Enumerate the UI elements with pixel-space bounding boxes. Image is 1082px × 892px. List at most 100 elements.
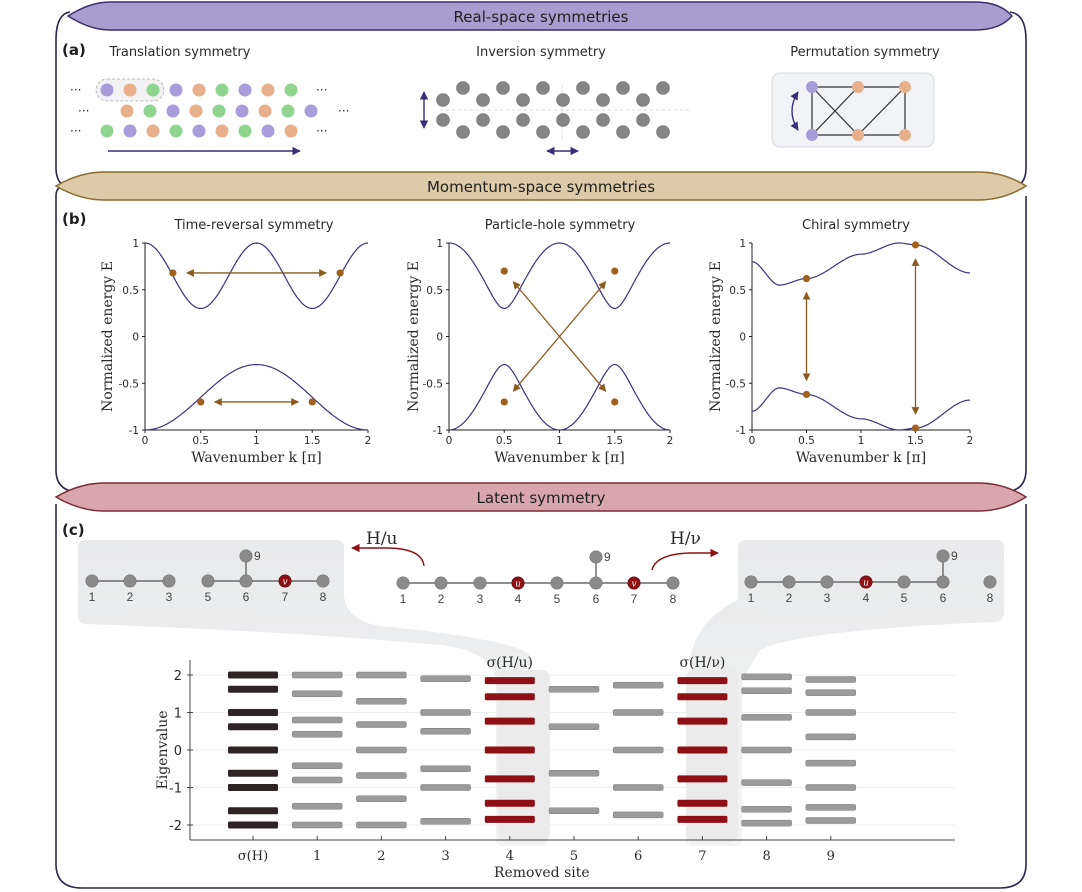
eigenvalue-level bbox=[677, 693, 728, 701]
eigenvalue-level bbox=[677, 799, 728, 807]
site bbox=[596, 93, 610, 107]
graph-node bbox=[316, 574, 330, 588]
x-tick-label: 1.5 bbox=[304, 435, 321, 447]
lattice-site bbox=[215, 124, 229, 138]
site bbox=[456, 81, 470, 95]
y-tick-label: -0.5 bbox=[423, 378, 444, 390]
eigenvalue-level bbox=[677, 717, 728, 725]
x-tick-label: 1.5 bbox=[606, 435, 623, 447]
lattice-site bbox=[238, 124, 252, 138]
graph-node bbox=[983, 575, 997, 589]
lattice-site bbox=[258, 104, 272, 118]
graph-node bbox=[239, 574, 253, 588]
panel-label-c: (c) bbox=[62, 521, 85, 539]
graph-node bbox=[434, 576, 448, 590]
state-marker bbox=[802, 274, 811, 283]
node-orange bbox=[852, 81, 864, 93]
subtitle-translation: Translation symmetry bbox=[109, 45, 251, 60]
permutation-graph bbox=[771, 72, 935, 148]
graph-node bbox=[162, 574, 176, 588]
node-orange bbox=[899, 129, 911, 141]
lattice-site bbox=[169, 124, 183, 138]
node-label: 9 bbox=[604, 550, 611, 564]
site bbox=[496, 81, 510, 95]
node-purple bbox=[806, 129, 818, 141]
y-tick-label: 0 bbox=[436, 332, 443, 344]
y-tick-label: -2 bbox=[169, 819, 182, 834]
y-axis-label: Eigenvalue bbox=[155, 711, 171, 790]
x-tick-label: 5 bbox=[570, 849, 578, 864]
eigenvalue-level bbox=[291, 776, 343, 784]
x-axis-label: Wavenumber k [π] bbox=[494, 450, 624, 466]
state-marker bbox=[911, 241, 920, 249]
x-tick-label: 8 bbox=[762, 849, 770, 864]
site bbox=[636, 93, 650, 107]
eigenvalue-level bbox=[741, 687, 792, 694]
x-tick-label: 0 bbox=[142, 435, 149, 447]
y-tick-label: 0 bbox=[132, 332, 139, 344]
lattice-site bbox=[304, 104, 318, 118]
lattice-site bbox=[123, 124, 137, 138]
graph-node bbox=[897, 575, 911, 589]
lattice-site bbox=[284, 83, 298, 97]
graph-node bbox=[936, 549, 950, 563]
x-tick-label: 2 bbox=[967, 435, 974, 447]
eigenvalue-level bbox=[677, 677, 728, 685]
node-label: 3 bbox=[477, 592, 484, 606]
ellipsis-left: ··· bbox=[70, 124, 81, 138]
lattice-site bbox=[100, 83, 114, 97]
y-tick-label: -1 bbox=[129, 425, 139, 437]
eigenvalue-level bbox=[356, 698, 407, 705]
node-label: 6 bbox=[243, 590, 250, 604]
band-lower bbox=[145, 364, 368, 431]
site bbox=[556, 93, 570, 107]
eigenvalue-level bbox=[741, 714, 792, 721]
header-real-space: Real-space symmetries bbox=[66, 1, 1013, 31]
lattice-site bbox=[215, 83, 229, 97]
lattice-site bbox=[143, 104, 157, 118]
node-label: 7 bbox=[282, 590, 289, 604]
ellipsis-right: ··· bbox=[338, 104, 349, 118]
eigenvalue-level bbox=[356, 795, 407, 802]
node-label: 2 bbox=[127, 590, 134, 604]
x-tick-label: 3 bbox=[441, 849, 449, 864]
eigenvalue-level bbox=[548, 723, 600, 730]
x-tick-label: 1 bbox=[858, 435, 865, 447]
y-tick-label: 0.5 bbox=[122, 285, 139, 297]
graph-after-removing-u: 1 2 3 5 6 v 7 8 9 bbox=[85, 549, 330, 604]
y-tick-label: 1 bbox=[174, 707, 182, 722]
eigenvalue-level bbox=[677, 815, 728, 823]
x-axis-label: Wavenumber k [π] bbox=[191, 450, 321, 466]
x-tick-label: 1 bbox=[313, 849, 321, 864]
eigenvalue-level bbox=[420, 675, 471, 682]
graph-node bbox=[589, 550, 603, 564]
node-mark: v bbox=[631, 580, 636, 590]
x-tick-label: 2 bbox=[667, 435, 674, 447]
node-label: 3 bbox=[824, 591, 831, 605]
node-mark: v bbox=[282, 578, 287, 588]
graph-node bbox=[936, 575, 950, 589]
graph-node bbox=[744, 575, 758, 589]
node-label: 9 bbox=[254, 549, 261, 563]
eigenvalue-level bbox=[291, 731, 343, 738]
site bbox=[656, 125, 670, 139]
eigenvalue-level bbox=[228, 685, 278, 693]
state-marker bbox=[169, 269, 177, 277]
ellipsis-right: ··· bbox=[316, 124, 327, 138]
eigenvalue-level bbox=[291, 762, 343, 769]
lattice-site bbox=[192, 83, 206, 97]
eigenvalue-level bbox=[356, 671, 407, 679]
node-label: 6 bbox=[940, 591, 947, 605]
eigenvalue-level bbox=[805, 709, 857, 716]
eigenvalue-level bbox=[677, 746, 728, 754]
site bbox=[516, 113, 530, 127]
eigenvalue-level bbox=[291, 803, 343, 810]
arrow-remove-u bbox=[351, 543, 425, 567]
header-real-space-title: Real-space symmetries bbox=[454, 8, 629, 26]
lattice-site bbox=[146, 83, 160, 97]
node-label: 5 bbox=[901, 591, 908, 605]
eigenvalue-level bbox=[484, 677, 535, 685]
graph-node bbox=[201, 574, 215, 588]
lattice-site bbox=[235, 104, 249, 118]
eigenvalue-level bbox=[291, 671, 343, 679]
